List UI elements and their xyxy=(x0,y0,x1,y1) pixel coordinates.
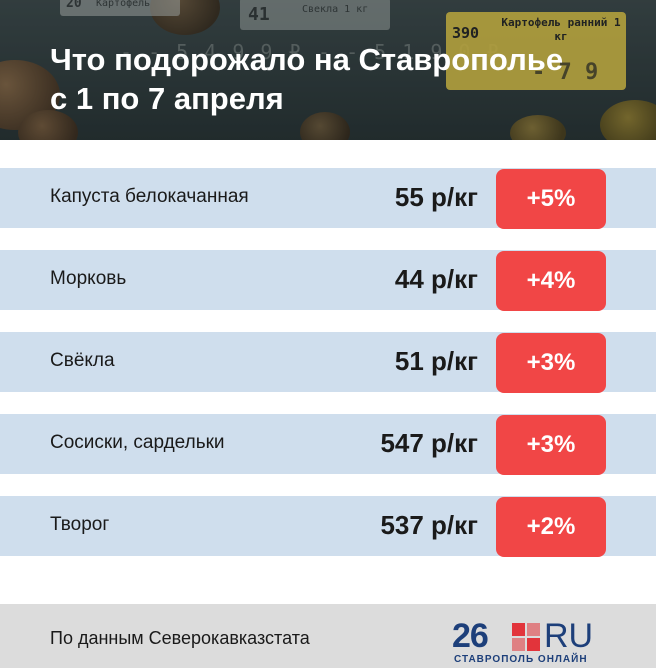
potato-decoration xyxy=(600,100,656,140)
price-change-badge: +2% xyxy=(496,497,606,557)
price-tag-price: - 7 9 xyxy=(532,60,599,85)
price-change-badge: +4% xyxy=(496,251,606,311)
list-item: Свёкла 51 р/кг +3% xyxy=(0,332,656,393)
logo-subtitle: СТАВРОПОЛЬ ОНЛАЙН xyxy=(454,654,588,665)
logo-number: 26 xyxy=(452,617,489,655)
list-item: Капуста белокачанная 55 р/кг +5% xyxy=(0,168,656,229)
product-name: Морковь xyxy=(50,268,127,289)
logo-domain: RU xyxy=(544,617,594,655)
page-title: Что подорожало на Ставрополье с 1 по 7 а… xyxy=(50,40,640,118)
price-tag-price: - - 5 4 9 9 ₽ xyxy=(120,40,303,64)
price-tag-number: 390 xyxy=(452,24,480,42)
header-photo-banner: 20 Картофель - - 5 4 9 9 ₽ 41 Свекла 1 к… xyxy=(0,0,656,140)
price-tag-name: Картофель ранний 1 кг xyxy=(501,16,621,43)
potato-decoration xyxy=(510,115,566,140)
price-change-badge: +3% xyxy=(496,333,606,393)
potato-decoration xyxy=(300,112,350,140)
price-tag-name: Картофель xyxy=(96,0,151,9)
product-name: Капуста белокачанная xyxy=(50,186,249,207)
price-change-badge: +3% xyxy=(496,415,606,475)
product-name: Сосиски, сардельки xyxy=(50,432,225,453)
source-note: По данным Северокавказстата xyxy=(50,628,310,648)
price-tag-background: 41 Свекла 1 кг xyxy=(240,0,390,30)
site-logo[interactable]: 26 RU СТАВРОПОЛЬ ОНЛАЙН xyxy=(452,617,612,665)
product-price: 55 р/кг xyxy=(394,182,478,212)
price-tag-number: 20 xyxy=(66,0,82,11)
logo-squares-icon xyxy=(512,623,540,651)
potato-decoration xyxy=(18,110,78,140)
list-item: Морковь 44 р/кг +4% xyxy=(0,250,656,311)
price-tag-number: 41 xyxy=(248,4,270,25)
price-change-badge: +5% xyxy=(496,169,606,229)
page-title-line2: с 1 по 7 апреля xyxy=(50,81,284,116)
product-price: 51 р/кг xyxy=(394,346,478,376)
price-tag-background: 390 Картофель ранний 1 кг - 7 9 xyxy=(446,12,626,90)
price-tag-background: 20 Картофель xyxy=(60,0,180,16)
footer: По данным Северокавказстата 26 RU СТАВРО… xyxy=(0,604,656,668)
list-item: Творог 537 р/кг +2% xyxy=(0,496,656,557)
product-name: Творог xyxy=(50,514,110,535)
list-item: Сосиски, сардельки 547 р/кг +3% xyxy=(0,414,656,475)
product-price: 537 р/кг xyxy=(380,510,478,540)
product-name: Свёкла xyxy=(50,350,115,371)
product-price: 547 р/кг xyxy=(380,428,478,458)
price-tag-name: Свекла 1 кг xyxy=(302,4,369,15)
product-price: 44 р/кг xyxy=(394,264,478,294)
header-shade-overlay xyxy=(0,0,656,140)
page-title-line1: Что подорожало на Ставрополье xyxy=(50,42,564,77)
